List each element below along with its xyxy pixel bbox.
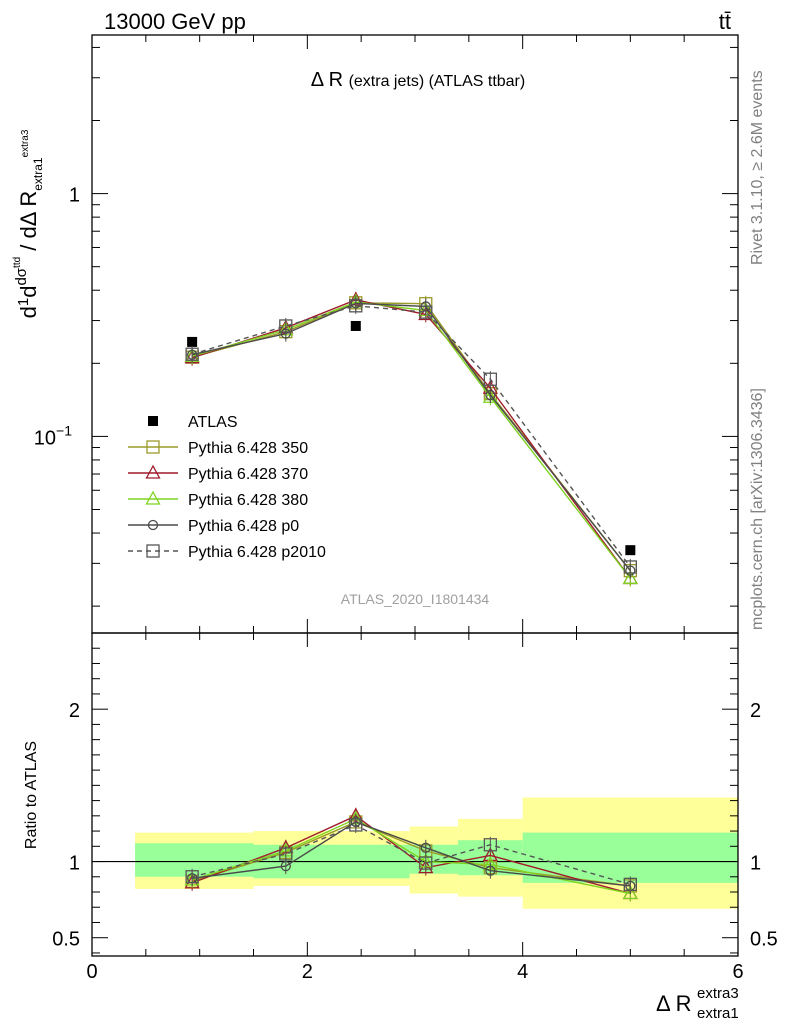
main-title: Δ R (extra jets) (ATLAS ttbar) [311,69,525,91]
legend-marker [147,519,159,531]
main-point [483,372,498,386]
legend-label: Pythia 6.428 p0 [188,518,299,535]
main-point [485,389,496,401]
x-axis-label: Δ R extra3 extra1 [656,985,739,1022]
site-label: mcplots.cern.ch [arXiv:1306.3436] [749,388,766,630]
main-series-line [191,299,631,579]
ratio-point [420,842,431,853]
main-point [623,560,637,574]
ratio-series-line [191,821,631,887]
main-point [185,347,199,361]
legend-item: Pythia 6.428 350 [128,440,308,457]
ratio-point [483,838,498,852]
legend-item: Pythia 6.428 p0 [128,518,299,535]
ratio-point [279,847,293,861]
legend-marker [146,544,160,558]
legend-item: Pythia 6.428 p2010 [128,544,326,561]
legend-label: Pythia 6.428 p2010 [188,544,326,561]
ratio-y-axis-label: Ratio to ATLAS [23,741,40,849]
legend-marker [148,416,158,426]
ratio-y-tick-label: 1 [69,853,80,875]
legend: ATLAS Pythia 6.428 350 Pythia 6.428 370 Pyt… [128,414,326,561]
main-y-tick-label: 10−1 [34,422,72,449]
legend-marker [146,440,160,454]
svg-text:d1ddσttd / dΔ Rextra1extra3: d1ddσttd / dΔ Rextra1extra3 [12,129,45,318]
energy-label: 13000 GeV pp [104,9,246,34]
ratio-series-4 [185,816,637,893]
rivet-label: Rivet 3.1.10, ≥ 2.6M events [749,70,766,265]
legend-marker [145,490,161,505]
main-series-5 [185,297,637,575]
ratio-point [623,877,637,892]
main-series-line [191,301,631,579]
x-tick-label: 4 [517,961,528,983]
svg-text:extra1: extra1 [697,1005,739,1022]
legend-marker [145,464,161,479]
ratio-point [185,870,199,884]
ratio-point [485,865,496,876]
ratio-bands [92,797,738,909]
main-axis-ticks: 1 10−1 [34,35,739,633]
main-point [349,299,363,313]
main-series-line [191,305,631,568]
ratio-series-line [191,818,631,895]
legend-label: Pythia 6.428 350 [188,440,308,457]
legend-label: Pythia 6.428 380 [188,492,308,509]
main-y-axis-label: d1ddσttd / dΔ Rextra1extra3 [12,129,45,318]
main-series-line [191,302,631,572]
ratio-y-tick-label-right: 2 [750,700,761,722]
main-series-line [191,302,631,572]
main-point [625,545,636,556]
ratio-plot-layer [184,807,638,902]
ratio-point [622,885,638,900]
legend-item: Pythia 6.428 380 [128,490,308,509]
main-series-0 [187,320,636,556]
main-point [187,336,198,347]
ratio-axis-ticks: 0 2 4 6 0.5 0.5 1 1 2 2 [52,633,778,983]
main-point [350,320,361,331]
legend-item: Pythia 6.428 370 [128,464,308,483]
x-tick-label: 6 [732,961,743,983]
ratio-inner-band [522,832,738,883]
main-point [622,570,638,585]
ratio-series-line [191,815,631,895]
svg-text:Δ R: Δ R [656,991,691,1016]
legend-label: Pythia 6.428 370 [188,466,308,483]
ratio-panel: 0 2 4 6 0.5 0.5 1 1 2 2 Ratio to ATLAS [23,632,778,983]
ratio-y-tick-label: 2 [69,700,80,722]
x-tick-label: 2 [302,961,313,983]
legend-label: ATLAS [188,414,238,431]
main-y-tick-label: 1 [69,185,80,207]
ratio-point [419,856,433,870]
ratio-y-tick-label-right: 0.5 [750,929,778,951]
ratio-y-tick-label: 0.5 [52,929,80,951]
process-label: tt̄ [719,9,731,34]
ratio-inner-band [409,844,459,874]
svg-text:extra3: extra3 [697,985,739,1002]
main-point [419,305,433,319]
ratio-inner-band [135,843,254,877]
main-panel: Δ R (extra jets) (ATLAS ttbar) ATLAS_202… [34,34,739,634]
legend-item: ATLAS [148,414,238,431]
main-point [279,319,293,333]
ratio-series-line [191,824,631,886]
ratio-point [349,818,363,832]
watermark: ATLAS_2020_I1801434 [341,591,490,607]
ratio-series-line [192,821,631,887]
main-plot-layer [184,291,638,587]
x-tick-label: 0 [86,961,97,983]
ratio-y-tick-label-right: 1 [750,853,761,875]
